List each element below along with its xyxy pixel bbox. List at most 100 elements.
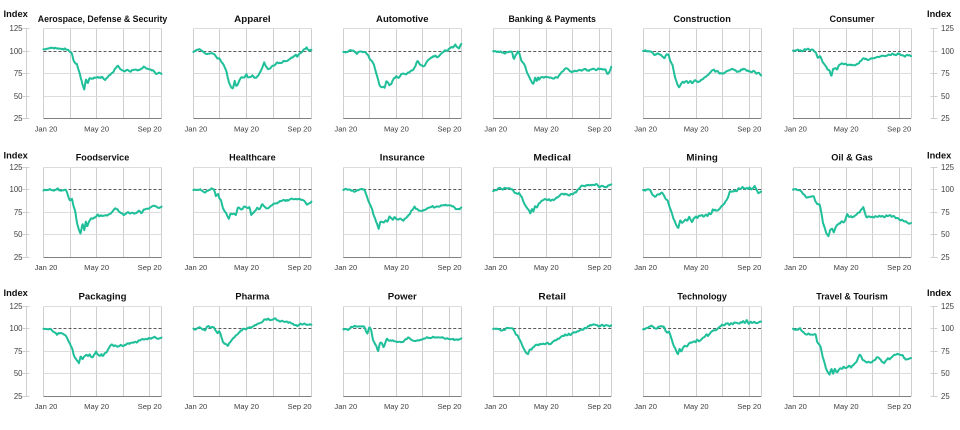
svg-text:Sep 20: Sep 20 xyxy=(887,263,911,272)
svg-text:50: 50 xyxy=(14,92,23,101)
svg-text:Sep 20: Sep 20 xyxy=(587,125,611,134)
svg-text:Sep 20: Sep 20 xyxy=(288,125,312,134)
svg-text:Sep 20: Sep 20 xyxy=(288,402,312,411)
svg-text:May 20: May 20 xyxy=(84,402,109,411)
svg-text:Index: Index xyxy=(4,9,29,19)
svg-text:May 20: May 20 xyxy=(234,402,259,411)
svg-text:125: 125 xyxy=(941,302,955,311)
svg-text:Sep 20: Sep 20 xyxy=(587,402,611,411)
svg-text:Pharma: Pharma xyxy=(235,292,270,302)
svg-text:May 20: May 20 xyxy=(234,263,259,272)
svg-text:May 20: May 20 xyxy=(384,402,409,411)
svg-text:Jan 20: Jan 20 xyxy=(184,402,207,411)
svg-text:25: 25 xyxy=(14,392,23,401)
svg-text:Sep 20: Sep 20 xyxy=(887,402,911,411)
svg-text:Index: Index xyxy=(927,9,952,19)
svg-text:25: 25 xyxy=(14,114,23,123)
svg-text:Jan 20: Jan 20 xyxy=(334,402,357,411)
svg-text:Sep 20: Sep 20 xyxy=(437,125,461,134)
svg-text:Sep 20: Sep 20 xyxy=(138,125,162,134)
svg-text:75: 75 xyxy=(14,347,23,356)
svg-text:Sep 20: Sep 20 xyxy=(437,402,461,411)
svg-text:75: 75 xyxy=(941,208,950,217)
svg-text:May 20: May 20 xyxy=(684,402,709,411)
svg-text:Index: Index xyxy=(4,288,29,298)
svg-text:Sep 20: Sep 20 xyxy=(437,263,461,272)
svg-text:May 20: May 20 xyxy=(534,263,559,272)
svg-text:May 20: May 20 xyxy=(534,125,559,134)
svg-text:Jan 20: Jan 20 xyxy=(784,125,807,134)
svg-text:125: 125 xyxy=(9,24,23,33)
svg-text:May 20: May 20 xyxy=(534,402,559,411)
svg-text:May 20: May 20 xyxy=(84,263,109,272)
svg-text:May 20: May 20 xyxy=(384,263,409,272)
svg-text:Jan 20: Jan 20 xyxy=(35,125,58,134)
svg-text:Sep 20: Sep 20 xyxy=(737,402,761,411)
svg-text:100: 100 xyxy=(941,47,955,56)
svg-text:125: 125 xyxy=(941,163,955,172)
svg-text:Retail: Retail xyxy=(538,292,566,302)
svg-text:May 20: May 20 xyxy=(234,125,259,134)
svg-text:25: 25 xyxy=(941,253,950,262)
svg-text:Jan 20: Jan 20 xyxy=(184,125,207,134)
svg-text:Jan 20: Jan 20 xyxy=(634,402,657,411)
svg-text:May 20: May 20 xyxy=(834,263,859,272)
svg-text:50: 50 xyxy=(941,230,950,239)
svg-text:Jan 20: Jan 20 xyxy=(35,402,58,411)
svg-text:100: 100 xyxy=(941,324,955,333)
svg-text:Banking & Payments: Banking & Payments xyxy=(508,14,596,24)
svg-text:100: 100 xyxy=(941,185,955,194)
svg-text:Sep 20: Sep 20 xyxy=(737,125,761,134)
svg-text:Mining: Mining xyxy=(686,153,718,163)
svg-text:Jan 20: Jan 20 xyxy=(484,263,507,272)
svg-text:Jan 20: Jan 20 xyxy=(184,263,207,272)
svg-text:Foodservice: Foodservice xyxy=(76,153,130,163)
svg-text:125: 125 xyxy=(941,24,955,33)
svg-text:50: 50 xyxy=(941,369,950,378)
svg-text:25: 25 xyxy=(941,392,950,401)
svg-text:Sep 20: Sep 20 xyxy=(288,263,312,272)
svg-text:75: 75 xyxy=(941,69,950,78)
svg-text:Jan 20: Jan 20 xyxy=(484,125,507,134)
svg-text:100: 100 xyxy=(9,47,23,56)
svg-text:Jan 20: Jan 20 xyxy=(35,263,58,272)
svg-text:50: 50 xyxy=(14,369,23,378)
svg-text:25: 25 xyxy=(14,253,23,262)
svg-text:125: 125 xyxy=(9,302,23,311)
svg-text:Jan 20: Jan 20 xyxy=(784,263,807,272)
svg-text:Travel & Tourism: Travel & Tourism xyxy=(816,292,888,302)
svg-text:50: 50 xyxy=(941,92,950,101)
svg-text:75: 75 xyxy=(14,69,23,78)
svg-text:Automotive: Automotive xyxy=(376,14,429,24)
svg-text:Sep 20: Sep 20 xyxy=(138,402,162,411)
svg-text:Packaging: Packaging xyxy=(79,292,127,302)
svg-text:Aerospace, Defense & Security: Aerospace, Defense & Security xyxy=(38,14,168,24)
svg-text:100: 100 xyxy=(9,324,23,333)
svg-text:May 20: May 20 xyxy=(834,402,859,411)
svg-text:Sep 20: Sep 20 xyxy=(737,263,761,272)
svg-text:Oil & Gas: Oil & Gas xyxy=(831,153,873,163)
svg-text:Power: Power xyxy=(388,292,417,302)
svg-text:Jan 20: Jan 20 xyxy=(634,263,657,272)
svg-text:May 20: May 20 xyxy=(84,125,109,134)
svg-text:Technology: Technology xyxy=(677,292,727,302)
svg-text:Medical: Medical xyxy=(533,153,571,163)
svg-text:Index: Index xyxy=(927,150,952,160)
svg-text:Sep 20: Sep 20 xyxy=(887,125,911,134)
svg-text:25: 25 xyxy=(941,114,950,123)
svg-text:75: 75 xyxy=(941,347,950,356)
svg-text:Index: Index xyxy=(927,288,952,298)
svg-text:125: 125 xyxy=(9,163,23,172)
svg-text:Sep 20: Sep 20 xyxy=(138,263,162,272)
svg-text:100: 100 xyxy=(9,185,23,194)
svg-text:Jan 20: Jan 20 xyxy=(334,125,357,134)
svg-text:May 20: May 20 xyxy=(384,125,409,134)
svg-text:Apparel: Apparel xyxy=(234,14,271,24)
svg-text:May 20: May 20 xyxy=(834,125,859,134)
svg-text:Jan 20: Jan 20 xyxy=(784,402,807,411)
svg-text:May 20: May 20 xyxy=(684,125,709,134)
svg-text:Healthcare: Healthcare xyxy=(229,153,276,163)
svg-text:Jan 20: Jan 20 xyxy=(634,125,657,134)
svg-text:Sep 20: Sep 20 xyxy=(587,263,611,272)
svg-text:Consumer: Consumer xyxy=(830,14,875,24)
